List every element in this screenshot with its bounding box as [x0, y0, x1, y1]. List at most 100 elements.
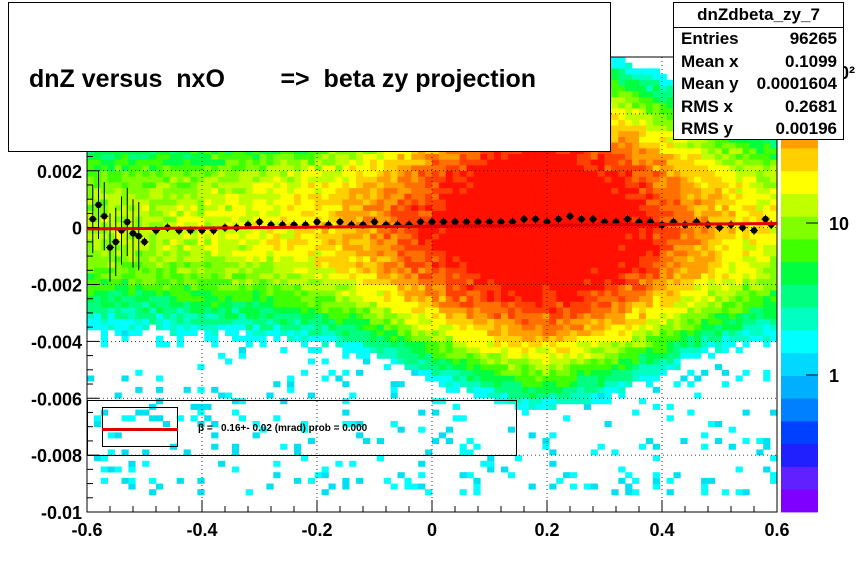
heatmap-cell	[680, 250, 688, 257]
heatmap-cell	[521, 290, 529, 297]
heatmap-cell	[314, 301, 322, 308]
heatmap-cell	[542, 159, 550, 166]
heatmap-cell	[652, 119, 660, 126]
heatmap-cell	[100, 335, 108, 342]
heatmap-cell	[349, 421, 357, 427]
heatmap-cell	[156, 261, 164, 268]
heatmap-cell	[411, 369, 419, 376]
heatmap-cell	[169, 187, 177, 194]
heatmap-cell	[749, 312, 757, 319]
heatmap-cell	[452, 199, 460, 206]
heatmap-cell	[708, 421, 716, 427]
heatmap-cell	[501, 301, 509, 308]
heatmap-cell	[556, 176, 564, 183]
heatmap-cell	[645, 261, 654, 268]
heatmap-cell	[452, 358, 460, 365]
heatmap-cell	[494, 375, 502, 382]
heatmap-cell	[162, 182, 171, 189]
heatmap-cell	[501, 330, 509, 336]
heatmap-cell	[169, 210, 177, 217]
heatmap-cell	[597, 381, 605, 388]
heatmap-cell	[459, 375, 467, 382]
heatmap-cell	[321, 472, 329, 479]
heatmap-cell	[273, 381, 281, 388]
heatmap-cell	[645, 381, 654, 388]
heatmap-cell	[135, 165, 143, 172]
heatmap-cell	[666, 244, 674, 251]
heatmap-cell	[549, 210, 557, 217]
heatmap-cell	[708, 330, 716, 336]
heatmap-cell	[404, 358, 412, 365]
heatmap-cell	[363, 250, 371, 257]
heatmap-cell	[659, 347, 667, 354]
heatmap-cell	[93, 324, 102, 331]
heatmap-cell	[238, 335, 246, 342]
heatmap-cell	[121, 204, 129, 211]
heatmap-cell	[225, 307, 233, 314]
heatmap-cell	[252, 159, 260, 166]
heatmap-cell	[204, 330, 212, 336]
heatmap-cell	[197, 267, 205, 274]
heatmap-cell	[652, 210, 660, 217]
heatmap-cell	[687, 256, 695, 263]
heatmap-cell	[197, 176, 205, 183]
heatmap-cell	[142, 295, 150, 302]
heatmap-cell	[556, 358, 564, 365]
heatmap-cell	[528, 233, 536, 240]
heatmap-cell	[349, 335, 357, 342]
heatmap-cell	[349, 324, 357, 331]
heatmap-cell	[645, 91, 654, 98]
heatmap-cell	[632, 335, 640, 342]
heatmap-cell	[328, 307, 336, 314]
heatmap-cell	[514, 153, 522, 160]
heatmap-cell	[673, 267, 681, 274]
heatmap-cell	[501, 358, 509, 365]
heatmap-cell	[549, 301, 557, 308]
heatmap-cell	[231, 187, 240, 194]
heatmap-cell	[156, 159, 164, 166]
heatmap-cell	[93, 233, 102, 240]
heatmap-cell	[528, 278, 536, 285]
heatmap-cell	[563, 307, 571, 314]
heatmap-cell	[625, 250, 633, 257]
heatmap-cell	[721, 193, 729, 200]
heatmap-cell	[597, 312, 605, 319]
heatmap-cell	[93, 312, 102, 319]
heatmap-cell	[597, 165, 605, 172]
heatmap-cell	[687, 142, 695, 149]
heatmap-cell	[218, 290, 226, 297]
heatmap-cell	[494, 295, 502, 302]
heatmap-cell	[328, 204, 336, 211]
heatmap-cell	[300, 284, 309, 291]
heatmap-cell	[121, 312, 129, 319]
heatmap-cell	[100, 284, 108, 291]
heatmap-cell	[231, 335, 240, 342]
heatmap-cell	[294, 250, 302, 257]
heatmap-cell	[259, 221, 267, 228]
heatmap-cell	[708, 148, 716, 154]
heatmap-cell	[411, 227, 419, 234]
heatmap-cell	[632, 330, 640, 336]
heatmap-cell	[445, 193, 453, 200]
heatmap-cell	[570, 335, 578, 342]
heatmap-cell	[618, 318, 626, 325]
heatmap-cell	[383, 170, 391, 177]
heatmap-cell	[404, 216, 412, 223]
heatmap-cell	[114, 312, 122, 319]
heatmap-cell	[680, 267, 688, 274]
heatmap-cell	[162, 216, 171, 223]
heatmap-cell	[542, 267, 550, 274]
heatmap-cell	[342, 273, 350, 280]
heatmap-cell	[501, 381, 509, 388]
heatmap-cell	[452, 318, 460, 325]
heatmap-cell	[528, 301, 536, 308]
heatmap-cell	[625, 324, 633, 331]
heatmap-cell	[218, 273, 226, 280]
heatmap-cell	[714, 312, 723, 319]
heatmap-cell	[162, 261, 171, 268]
heatmap-cell	[383, 312, 391, 319]
heatmap-cell	[100, 330, 108, 336]
heatmap-cell	[156, 244, 164, 251]
heatmap-cell	[694, 165, 702, 172]
heatmap-cell	[494, 284, 502, 291]
